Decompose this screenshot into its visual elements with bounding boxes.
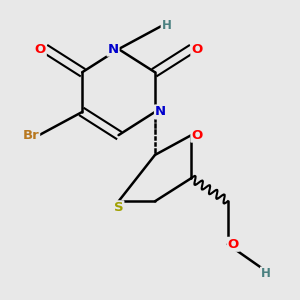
Text: O: O [191,43,203,56]
Text: O: O [228,238,239,251]
Text: Br: Br [22,129,39,142]
Text: S: S [114,201,123,214]
Text: H: H [162,20,172,32]
Text: O: O [34,43,46,56]
Text: H: H [261,267,271,280]
Text: O: O [191,129,203,142]
Text: N: N [107,43,118,56]
Text: N: N [155,106,166,118]
